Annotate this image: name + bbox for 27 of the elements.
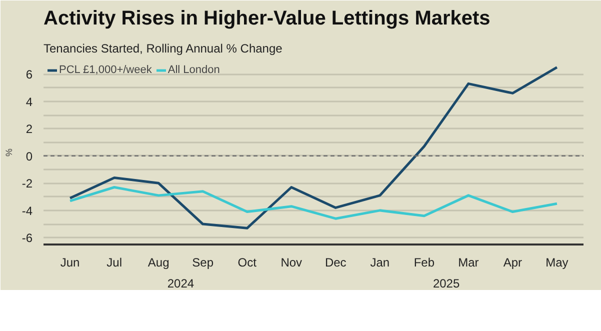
y-tick-label: 0 xyxy=(26,149,33,164)
text: 2025 xyxy=(432,276,460,290)
x-tick-label: Jul xyxy=(106,256,122,270)
x-tick-label: Nov xyxy=(280,256,302,270)
chart-subtitle: Tenancies Started, Rolling Annual % Change xyxy=(44,42,283,56)
x-tick-label: Mar xyxy=(458,256,479,270)
y-tick-label: 4 xyxy=(26,94,33,109)
x-tick-label: Jan xyxy=(370,256,390,270)
y-tick-label: -4 xyxy=(22,204,33,218)
legend-label: PCL £1,000+/week xyxy=(59,64,152,76)
x-tick-label: Feb xyxy=(414,256,435,270)
x-tick-label: Aug xyxy=(148,256,170,270)
x-tick-label: May xyxy=(546,256,568,270)
x-tick-label: Jun xyxy=(60,256,80,270)
legend-label: All London xyxy=(168,64,220,76)
y-tick-label: -2 xyxy=(22,176,33,191)
chart-title: Activity Rises in Higher-Value Lettings Markets xyxy=(44,8,490,30)
text: 2024 xyxy=(167,276,194,290)
x-tick-label: Dec xyxy=(324,256,346,270)
line-series xyxy=(68,186,558,220)
y-tick-label: -6 xyxy=(22,231,33,246)
x-tick-label: Sep xyxy=(192,256,214,270)
x-tick-label: Oct xyxy=(238,256,258,270)
y-axis-title: % xyxy=(4,148,14,156)
y-tick-label: 2 xyxy=(26,122,33,136)
y-tick-label: 6 xyxy=(26,68,33,82)
x-tick-label: Apr xyxy=(503,256,522,270)
